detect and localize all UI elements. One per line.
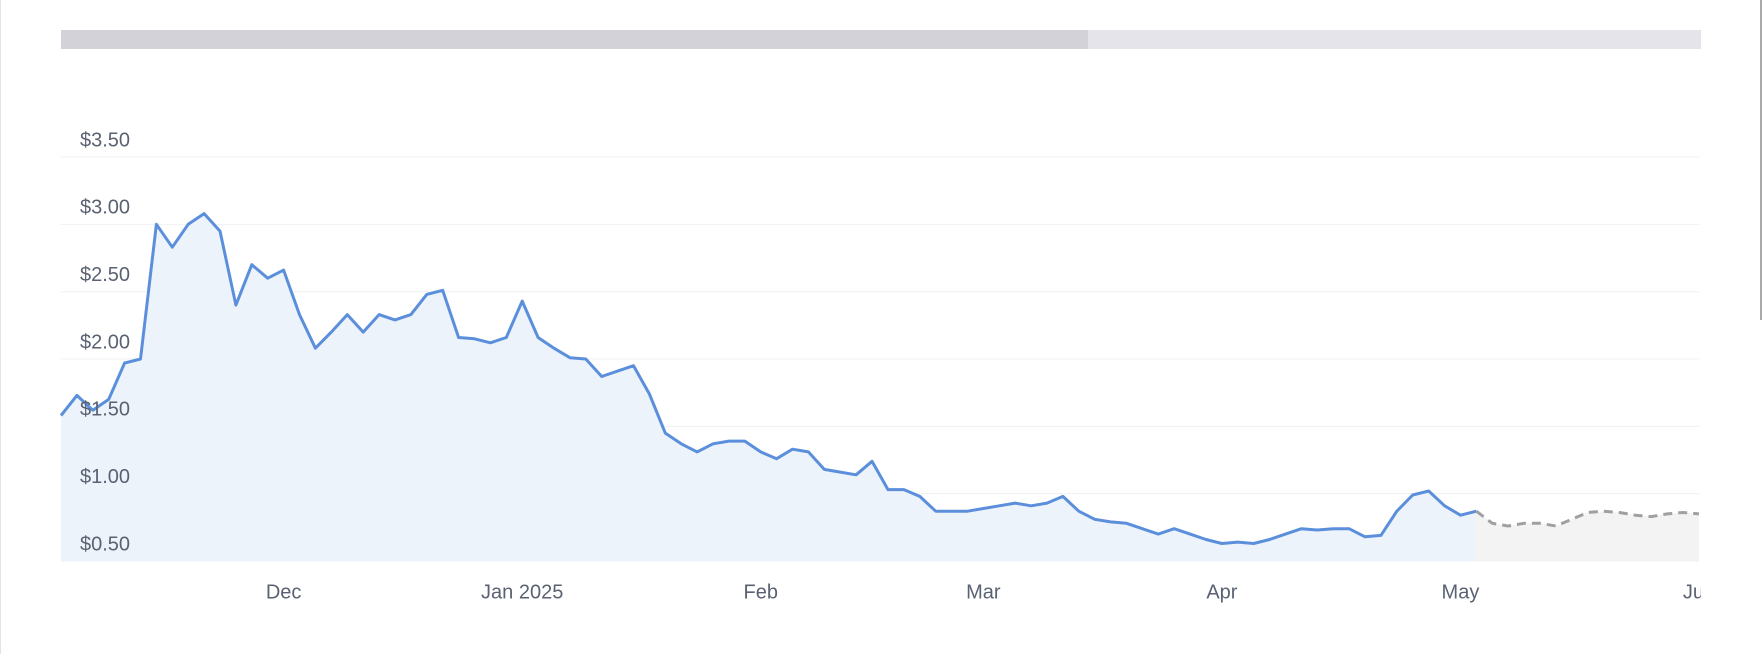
y-tick-label: $2.00 <box>80 331 130 353</box>
x-tick-label: Dec <box>266 581 302 603</box>
plot <box>59 156 1700 562</box>
price-line <box>59 212 1477 545</box>
y-tick-label: $3.00 <box>80 197 130 219</box>
x-tick-label: Feb <box>743 581 777 603</box>
y-tick-label: $3.50 <box>80 129 130 151</box>
labels: $0.50 $1.00 $1.50 $2.00 $2.50 $3.00 $3.50 Dec Ja… <box>80 129 1715 603</box>
y-tick-label: $1.00 <box>80 466 130 488</box>
y-tick-label: $0.50 <box>80 533 130 555</box>
area <box>1476 511 1699 561</box>
y-tick-label: $2.50 <box>80 264 130 286</box>
x-tick-label: Jun <box>1683 581 1715 603</box>
y-tick-label: $1.50 <box>80 399 130 421</box>
x-tick-label: Apr <box>1206 581 1237 603</box>
x-tick-label: May <box>1442 581 1480 603</box>
scrollbar-thumb[interactable] <box>61 30 1088 49</box>
area <box>61 213 1477 561</box>
x-tick-label: Jan 2025 <box>481 581 563 603</box>
x-tick-label: Mar <box>966 581 1001 603</box>
